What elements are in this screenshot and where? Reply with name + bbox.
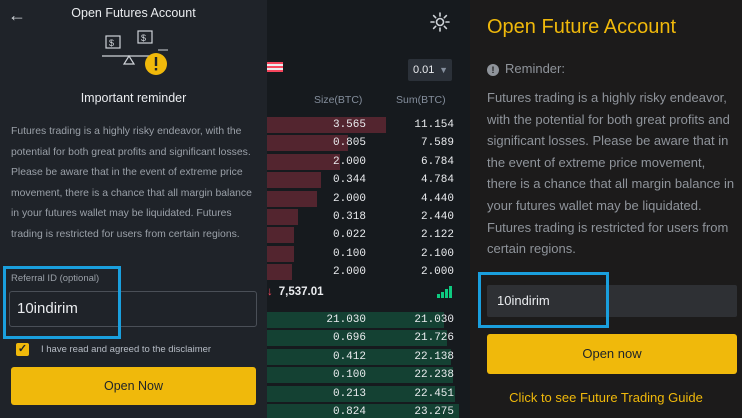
disclaimer-checkbox[interactable]: ✓ xyxy=(16,343,29,356)
open-future-account-panel: Open Future Account ! Reminder: Futures t… xyxy=(470,0,742,418)
ask-depth-bar xyxy=(267,209,298,225)
reminder-text: Futures trading is a highly risky endeav… xyxy=(11,126,252,240)
ask-row[interactable]: 0.805 7.589 xyxy=(267,134,470,152)
open-now-button[interactable]: Open Now xyxy=(11,367,256,405)
trading-guide-link[interactable]: Click to see Future Trading Guide xyxy=(509,390,703,405)
tick-size-value: 0.01 xyxy=(413,64,435,76)
open-futures-modal: ← Open Futures Account $ $ Important rem… xyxy=(0,0,267,418)
settings-icon[interactable] xyxy=(429,11,451,33)
ask-depth-bar xyxy=(267,227,294,244)
ask-depth-bar xyxy=(267,153,340,170)
order-book-layout-icon[interactable] xyxy=(267,62,283,72)
ask-row[interactable]: 3.565 11.154 xyxy=(267,116,470,134)
bid-row[interactable]: 0.213 22.451 xyxy=(267,385,470,403)
modal-title: Open Futures Account xyxy=(71,6,196,20)
sum-column-header: Sum(BTC) xyxy=(396,94,446,106)
referral-id-label: Referral ID (optional) xyxy=(11,273,100,284)
bid-sum: 22.451 xyxy=(414,387,454,400)
ask-depth-bar xyxy=(267,117,387,133)
bid-size: 21.030 xyxy=(326,314,366,326)
ask-row[interactable]: 0.318 2.440 xyxy=(267,208,470,226)
reminder-label: ! Reminder: xyxy=(487,61,565,76)
reminder-heading: Important reminder xyxy=(80,91,187,105)
svg-text:$: $ xyxy=(141,33,146,43)
ask-sum: 4.784 xyxy=(420,174,454,187)
ask-size: 3.565 xyxy=(332,119,366,131)
chevron-down-icon: ▼ xyxy=(439,65,448,75)
ask-row[interactable]: 0.344 4.784 xyxy=(267,171,470,189)
bid-row[interactable]: 0.824 23.275 xyxy=(267,403,470,418)
bid-depth-bar xyxy=(267,348,452,365)
bid-size: 0.412 xyxy=(332,350,366,363)
arrow-down-icon: ↓ xyxy=(267,286,273,298)
ask-size: 0.318 xyxy=(332,211,366,223)
open-now-button[interactable]: Open now xyxy=(487,334,737,374)
svg-text:$: $ xyxy=(109,38,114,48)
ask-sum: 2.000 xyxy=(420,266,454,279)
ask-row[interactable]: 2.000 2.000 xyxy=(267,263,470,281)
ask-sum: 2.440 xyxy=(420,211,454,223)
ask-depth-bar xyxy=(267,135,348,152)
ask-size: 0.100 xyxy=(332,247,366,260)
bid-size: 0.100 xyxy=(332,369,366,382)
bid-sum: 21.030 xyxy=(414,314,454,326)
ask-depth-bar xyxy=(267,264,292,281)
referral-id-input[interactable]: 10indirim xyxy=(487,285,737,317)
ask-row[interactable]: 2.000 4.440 xyxy=(267,190,470,208)
bid-sum: 21.726 xyxy=(414,332,454,345)
arrow-left-icon[interactable]: ← xyxy=(8,5,26,25)
bid-depth-bar xyxy=(267,312,444,328)
order-book-panel: 0.01 ▼ Size(BTC) Sum(BTC) 3.565 11.154 0.8… xyxy=(267,0,470,418)
bid-size: 0.696 xyxy=(332,332,366,345)
reminder-label-text: Reminder: xyxy=(505,61,565,76)
ask-depth-bar xyxy=(267,245,294,262)
bid-depth-bar xyxy=(267,385,456,402)
ask-row[interactable]: 2.000 6.784 xyxy=(267,153,470,171)
bid-size: 0.824 xyxy=(332,406,366,418)
ask-size: 0.344 xyxy=(332,174,366,187)
ask-sum: 7.589 xyxy=(420,137,454,150)
ask-size: 0.022 xyxy=(332,229,366,242)
ask-size: 2.000 xyxy=(332,192,366,205)
ask-row[interactable]: 0.100 2.100 xyxy=(267,245,470,263)
bid-depth-bar xyxy=(267,367,454,384)
ask-depth-bar xyxy=(267,190,317,207)
referral-highlight-box xyxy=(478,272,609,328)
bid-sum: 22.138 xyxy=(414,350,454,363)
ask-size: 2.000 xyxy=(332,266,366,279)
last-price-value: 7,537.01 xyxy=(278,286,324,298)
ask-size: 2.000 xyxy=(332,155,366,168)
panel-title: Open Future Account xyxy=(487,16,677,38)
size-column-header: Size(BTC) xyxy=(314,94,363,106)
referral-highlight-box xyxy=(3,266,121,339)
scale-warning-icon: $ $ xyxy=(102,30,168,75)
bid-row[interactable]: 0.696 21.726 xyxy=(267,329,470,347)
disclaimer-label: I have read and agreed to the disclaimer xyxy=(41,344,212,355)
ask-row[interactable]: 0.022 2.122 xyxy=(267,226,470,244)
bid-row[interactable]: 0.412 22.138 xyxy=(267,348,470,366)
bid-sum: 22.238 xyxy=(414,369,454,382)
modal-header: ← Open Futures Account xyxy=(0,0,267,30)
info-icon: ! xyxy=(487,64,499,76)
ask-size: 0.805 xyxy=(332,137,366,150)
ask-depth-bar xyxy=(267,172,321,189)
bid-size: 0.213 xyxy=(332,387,366,400)
ask-sum: 4.440 xyxy=(420,192,454,205)
ask-sum: 11.154 xyxy=(414,119,454,131)
bid-row[interactable]: 0.100 22.238 xyxy=(267,366,470,384)
signal-bars-icon xyxy=(437,286,452,298)
last-price: ↓ 7,537.01 xyxy=(267,286,324,302)
ask-sum: 2.100 xyxy=(420,247,454,260)
bid-sum: 23.275 xyxy=(414,406,454,418)
bid-depth-bar xyxy=(267,330,448,347)
referral-id-input[interactable]: 10indirim xyxy=(9,291,257,327)
reminder-text: Futures trading is a highly risky endeav… xyxy=(487,90,735,257)
ask-sum: 6.784 xyxy=(420,155,454,168)
bid-row[interactable]: 21.030 21.030 xyxy=(267,311,470,329)
ask-sum: 2.122 xyxy=(420,229,454,242)
bid-depth-bar xyxy=(267,404,459,418)
tick-size-select[interactable]: 0.01 ▼ xyxy=(408,59,452,81)
